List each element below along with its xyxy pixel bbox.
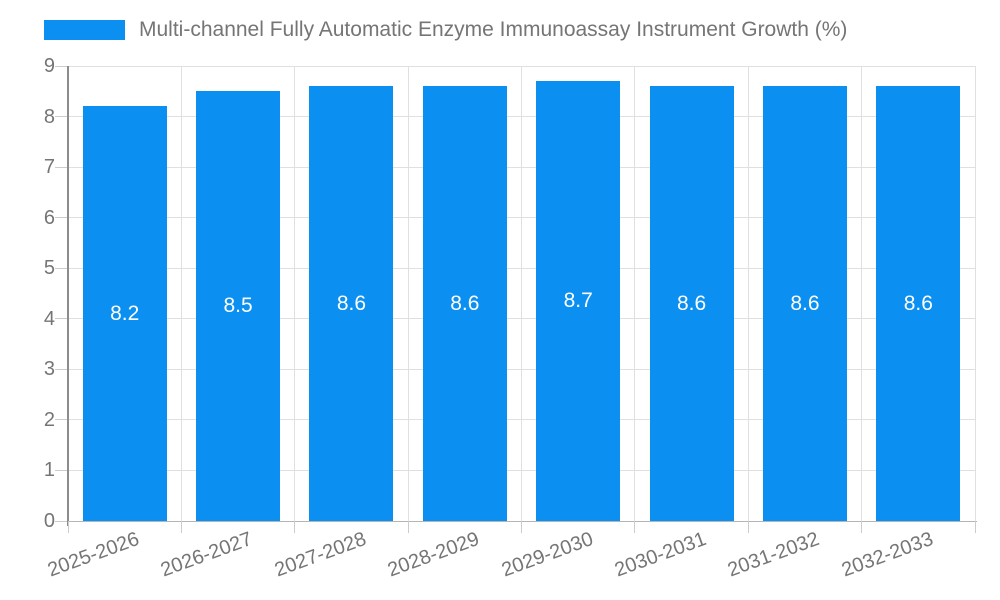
bar[interactable]: 8.5	[196, 91, 281, 521]
y-axis-tick	[55, 116, 68, 118]
bar[interactable]: 8.6	[422, 86, 507, 521]
x-tick-label: 2032-2033	[838, 528, 936, 582]
bar-value-label: 8.6	[676, 291, 707, 315]
x-tick-label: 2031-2032	[725, 528, 823, 582]
bar-value-label: 8.7	[563, 289, 593, 313]
y-axis-tick	[55, 267, 68, 269]
x-gridline	[521, 66, 522, 521]
bar[interactable]: 8.6	[309, 86, 394, 521]
y-axis-tick	[55, 166, 68, 168]
x-gridline	[974, 66, 976, 521]
x-tick-label: 2029-2030	[498, 528, 596, 582]
y-axis-tick	[55, 318, 68, 320]
x-gridline	[180, 66, 182, 521]
x-axis-tick	[521, 521, 522, 533]
y-axis-tick	[55, 520, 68, 522]
legend-label: Multi-channel Fully Automatic Enzyme Imm…	[139, 18, 848, 41]
x-gridline	[747, 66, 749, 521]
bar-value-label: 8.6	[450, 291, 480, 315]
y-axis-tick	[55, 368, 68, 370]
x-tick-label: 2026-2027	[158, 528, 256, 582]
x-axis-tick	[974, 521, 976, 533]
x-gridline	[294, 66, 296, 521]
bar-value-label: 8.2	[110, 301, 140, 325]
bar-value-label: 8.5	[223, 294, 253, 318]
bar[interactable]: 8.6	[762, 86, 847, 521]
x-axis-line	[68, 520, 977, 522]
x-gridline	[407, 66, 409, 521]
y-tick-label: 1	[43, 459, 55, 482]
bar[interactable]: 8.2	[82, 106, 167, 521]
y-tick-label: 9	[43, 55, 55, 77]
x-gridline	[634, 66, 636, 521]
y-tick-label: 6	[43, 206, 55, 229]
y-axis-tick	[55, 469, 68, 471]
y-axis-tick	[55, 217, 68, 219]
y-tick-label: 7	[43, 156, 55, 179]
bar[interactable]: 8.6	[876, 86, 961, 521]
bar[interactable]: 8.6	[649, 86, 734, 521]
legend-swatch	[44, 20, 125, 40]
x-axis-tick	[294, 521, 296, 533]
legend[interactable]: Multi-channel Fully Automatic Enzyme Imm…	[44, 18, 847, 42]
y-tick-label: 0	[43, 510, 55, 532]
y-axis-tick	[55, 419, 68, 421]
x-axis-tick	[747, 521, 749, 533]
x-tick-label: 2030-2031	[611, 528, 710, 582]
x-gridline	[861, 66, 863, 521]
bar[interactable]: 8.7	[536, 81, 621, 521]
bar-value-label: 8.6	[903, 291, 933, 315]
bar-value-label: 8.6	[790, 291, 820, 315]
y-tick-label: 3	[43, 358, 55, 381]
x-axis-tick	[180, 521, 182, 533]
x-axis-tick	[407, 521, 409, 533]
x-axis-tick	[861, 521, 863, 533]
y-axis-tick	[55, 65, 68, 67]
y-tick-label: 5	[43, 257, 55, 280]
y-tick-label: 2	[43, 408, 55, 431]
x-axis-tick	[67, 521, 69, 533]
y-tick-label: 8	[43, 105, 55, 128]
x-tick-label: 2028-2029	[384, 528, 483, 582]
bar-value-label: 8.6	[336, 291, 367, 315]
x-tick-label: 2025-2026	[44, 528, 143, 582]
y-tick-label: 4	[43, 307, 55, 330]
x-axis-tick	[634, 521, 636, 533]
x-tick-label: 2027-2028	[271, 528, 369, 582]
y-axis-line	[67, 66, 69, 526]
